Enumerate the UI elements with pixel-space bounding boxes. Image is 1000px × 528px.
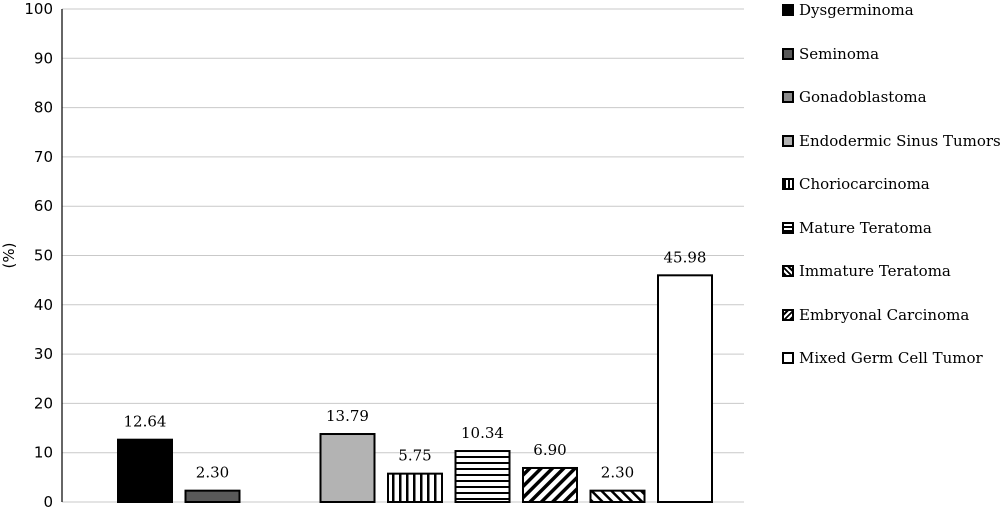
bars xyxy=(117,274,713,504)
bar-immature-teratoma xyxy=(522,466,578,503)
bar-mature-teratoma xyxy=(454,450,511,504)
y-tick-label: 30 xyxy=(34,345,53,363)
legend-label: Immature Teratoma xyxy=(799,262,951,280)
legend-item: Mixed Germ Cell Tumor xyxy=(782,348,983,368)
legend-label: Mature Teratoma xyxy=(799,218,932,237)
data-label: 5.75 xyxy=(398,447,431,465)
legend-swatch xyxy=(782,178,794,190)
data-label: 13.79 xyxy=(326,407,369,425)
y-axis-label: (%) xyxy=(0,243,18,269)
legend-label: Seminoma xyxy=(799,44,880,63)
legend-item: Dysgerminoma xyxy=(782,0,914,20)
y-tick-label: 60 xyxy=(34,197,53,215)
data-label: 6.90 xyxy=(533,441,566,459)
y-tick-label: 80 xyxy=(34,99,53,117)
legend-label: Dysgerminoma xyxy=(799,1,914,19)
legend-swatch xyxy=(782,221,794,234)
legend-label: Embryonal Carcinoma xyxy=(799,305,970,324)
legend-label: Mixed Germ Cell Tumor xyxy=(799,349,983,367)
y-tick-label: 90 xyxy=(34,49,53,67)
y-tick-label: 10 xyxy=(34,444,53,462)
legend-swatch xyxy=(782,265,794,277)
legend-item: Seminoma xyxy=(782,44,879,64)
y-tick-label: 50 xyxy=(34,247,53,265)
bar-dysgerminoma xyxy=(117,438,173,504)
legend-label: Endodermic Sinus Tumors xyxy=(799,131,1000,150)
gridlines xyxy=(62,8,744,503)
legend-item: Immature Teratoma xyxy=(782,261,951,281)
legend-swatch xyxy=(782,134,794,147)
legend-item: Endodermic Sinus Tumors xyxy=(782,131,1000,151)
legend-item: Embryonal Carcinoma xyxy=(782,305,969,325)
legend-swatch xyxy=(782,308,794,321)
bar-embryonal-carcinoma xyxy=(589,489,646,504)
legend-item: Gonadoblastoma xyxy=(782,87,927,107)
y-tick-label: 0 xyxy=(43,493,53,511)
y-axis-ticks: 0 10 20 30 40 50 60 70 80 90 100 xyxy=(24,0,53,511)
legend-swatch xyxy=(782,47,794,60)
bar-mixed-germ-cell-tumor xyxy=(657,274,713,503)
bar-choriocarcinoma xyxy=(387,472,443,503)
chart: 0 10 20 30 40 50 60 70 80 90 100 (%) 12.64 2.30 13.7… xyxy=(0,0,744,511)
legend-swatch xyxy=(782,352,794,364)
data-label: 2.30 xyxy=(601,464,634,482)
data-label: 2.30 xyxy=(196,464,229,482)
y-tick-label: 20 xyxy=(34,394,53,412)
data-label: 10.34 xyxy=(461,424,504,442)
legend-item: Choriocarcinoma xyxy=(782,174,930,194)
data-labels: 12.64 2.30 13.79 5.75 10.34 6.90 2.30 45.98 xyxy=(124,248,707,481)
y-tick-label: 70 xyxy=(34,148,53,166)
y-tick-label: 100 xyxy=(24,0,53,18)
bar-endodermic-sinus-tumors xyxy=(319,433,376,503)
legend-item: Mature Teratoma xyxy=(782,218,932,238)
data-label: 45.98 xyxy=(664,248,707,266)
y-tick-label: 40 xyxy=(34,296,53,314)
data-label: 12.64 xyxy=(124,413,167,431)
legend-label: Choriocarcinoma xyxy=(799,175,930,193)
legend-swatch xyxy=(782,4,794,16)
bar-seminoma xyxy=(184,489,241,504)
legend-label: Gonadoblastoma xyxy=(799,88,927,106)
legend-swatch xyxy=(782,91,794,103)
